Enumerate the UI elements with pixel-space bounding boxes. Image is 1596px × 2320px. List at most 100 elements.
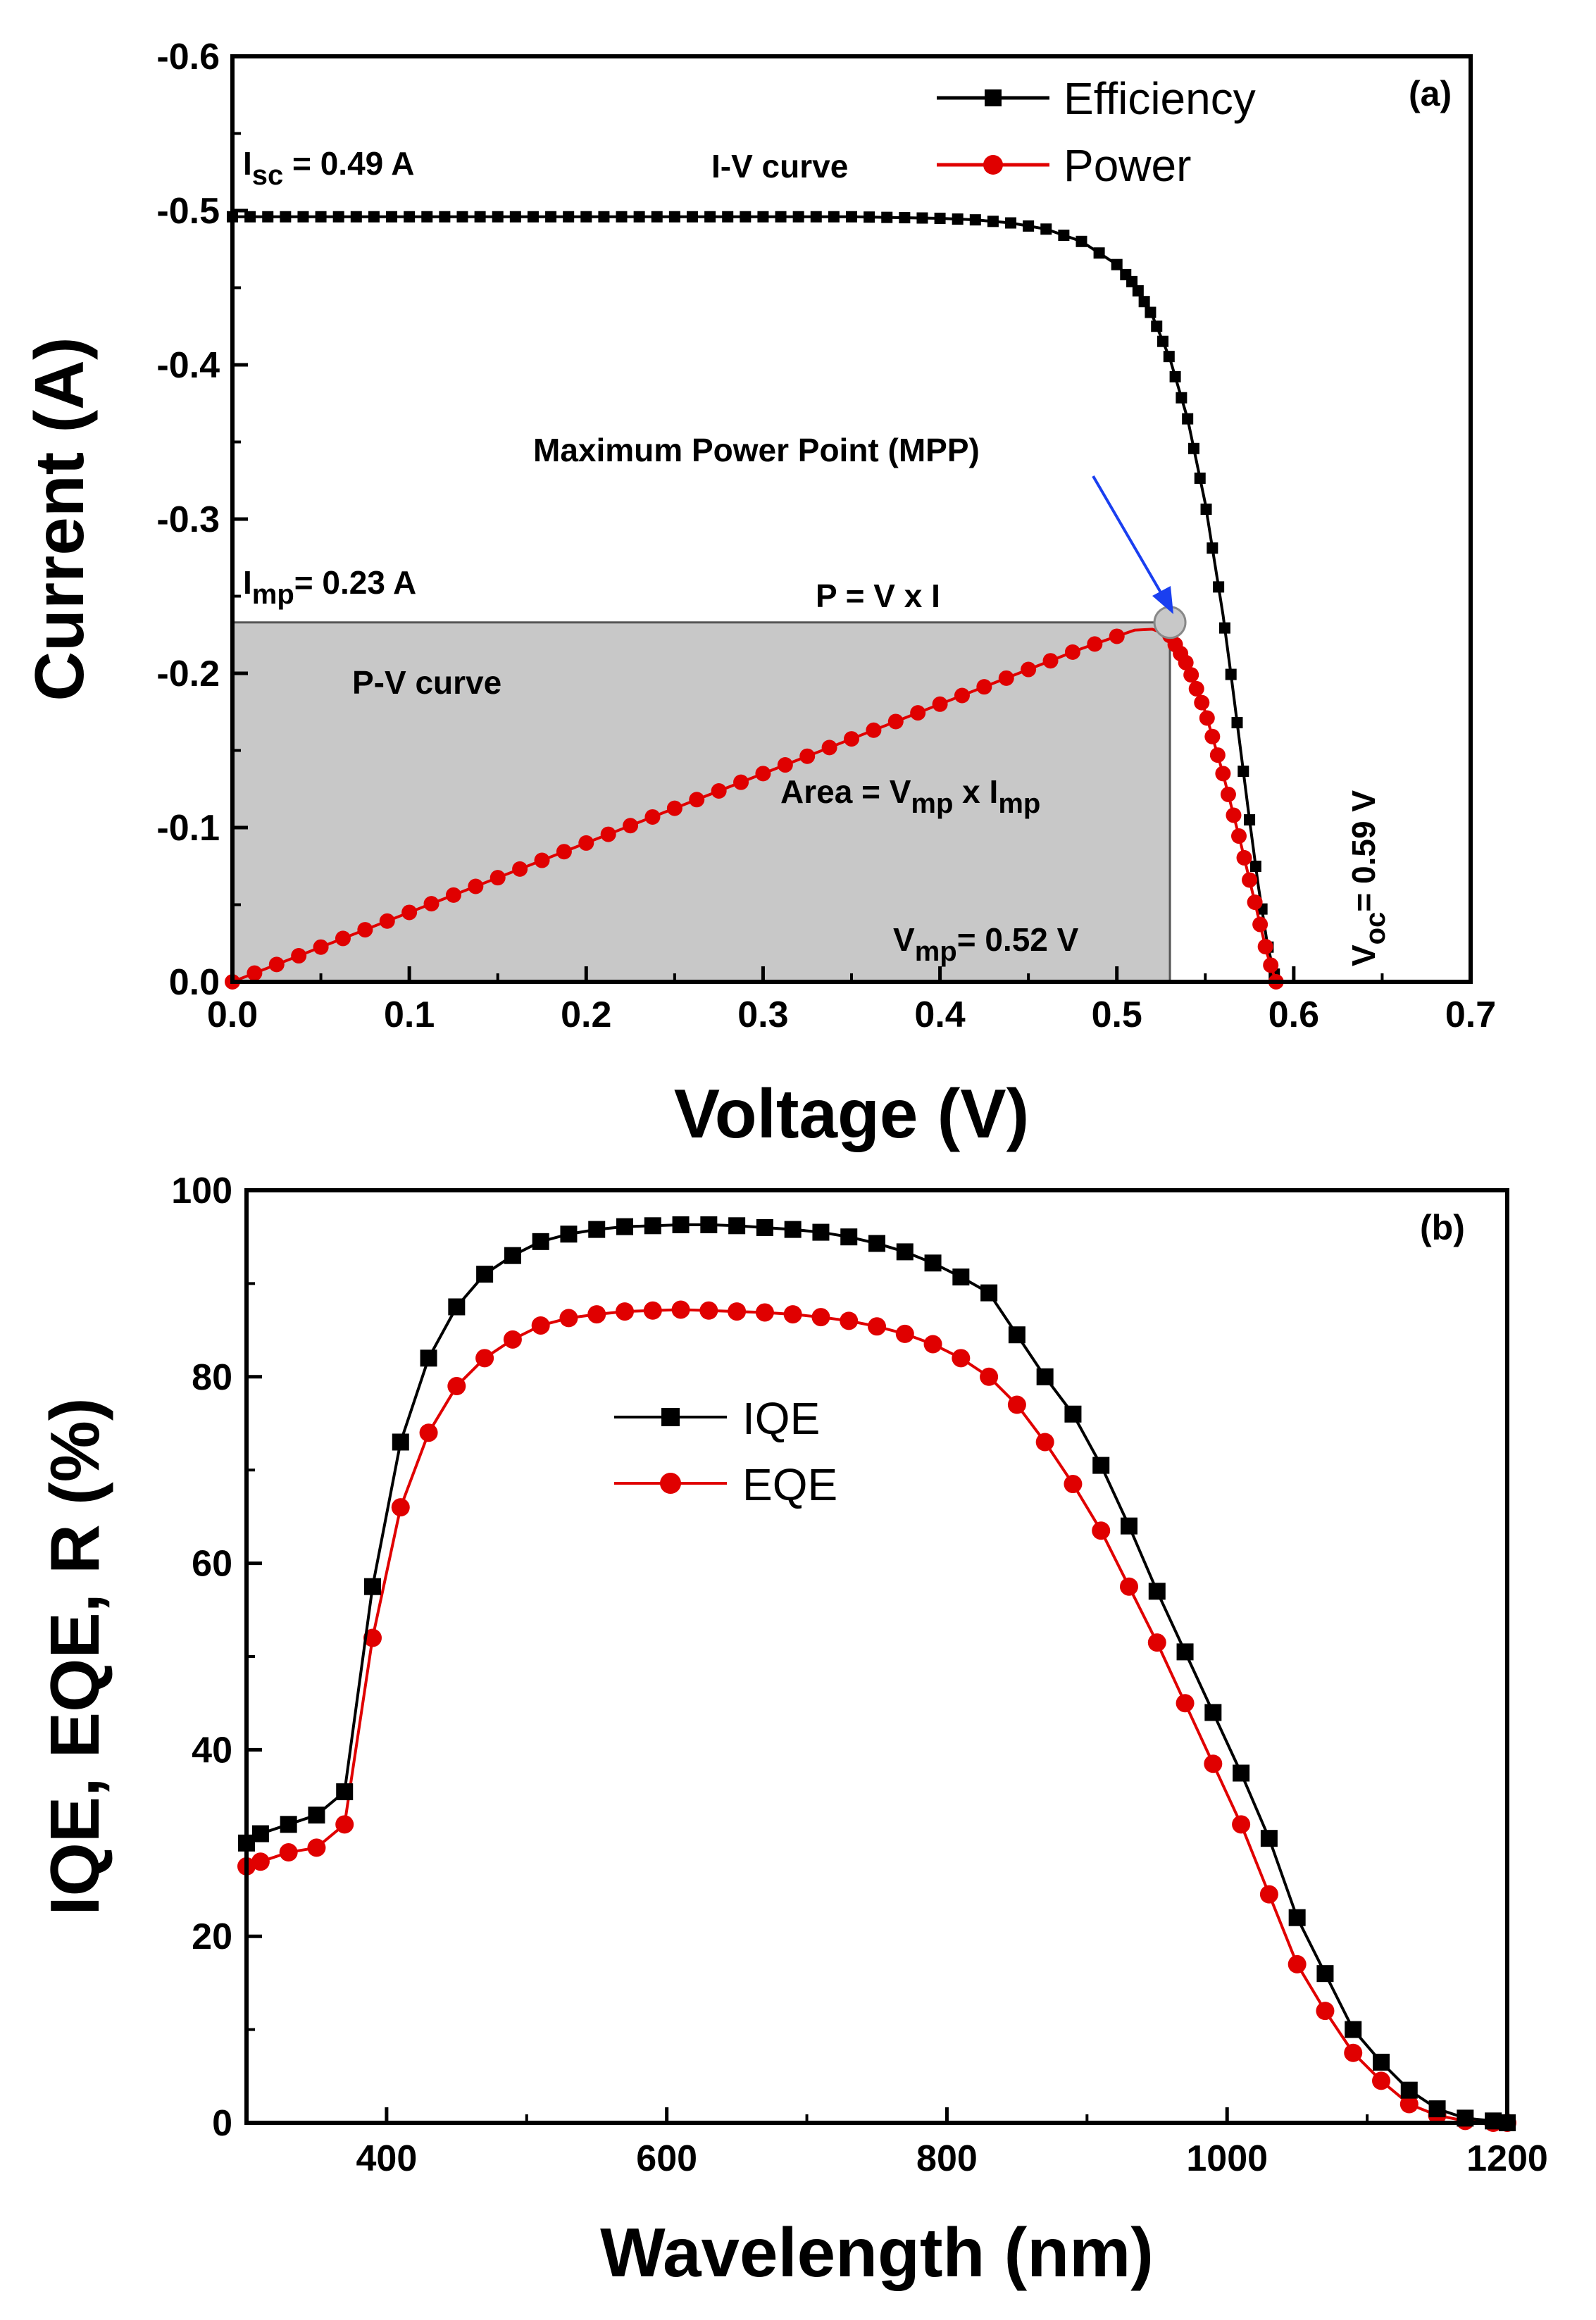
vmp-subscript: mp [915, 936, 957, 967]
pv-curve-marker [534, 852, 550, 868]
eqe-marker [1176, 1694, 1195, 1713]
iqe-marker [532, 1233, 549, 1250]
eqe-marker [1120, 1577, 1138, 1596]
x-tick-label: 1200 [1466, 2138, 1548, 2179]
iqe-marker [560, 1226, 578, 1243]
eqe-marker [1232, 1815, 1251, 1834]
pv-curve-marker [1178, 654, 1194, 671]
iv-curve-marker [527, 211, 539, 223]
pv-curve-marker [512, 861, 528, 877]
iqe-marker [392, 1433, 409, 1451]
vmp-annotation: Vmp= 0.52 V [893, 921, 1079, 967]
iqe-marker [1008, 1326, 1025, 1344]
y-tick-label: 0 [212, 2103, 232, 2144]
eqe-marker [279, 1843, 298, 1862]
pv-curve-marker [821, 740, 837, 756]
pv-curve-marker [998, 670, 1014, 686]
pv-curve-label: P-V curve [352, 664, 501, 701]
iqe-marker [420, 1349, 437, 1367]
iv-curve-marker [1111, 258, 1123, 270]
area-prefix: Area = V [780, 773, 911, 810]
iv-curve-marker [1244, 814, 1256, 826]
iqe-marker [1148, 1583, 1166, 1600]
iqe-marker [1260, 1830, 1278, 1847]
iv-curve-marker [545, 211, 557, 223]
y-tick-label: 40 [192, 1730, 232, 1771]
iqe-marker [1288, 1909, 1306, 1926]
eqe-marker [671, 1300, 690, 1319]
pv-curve-marker [1064, 644, 1080, 660]
legend-eqe-marker [660, 1473, 681, 1494]
iv-curve-marker [828, 211, 840, 223]
pv-curve-marker [600, 826, 616, 842]
pv-curve-marker [689, 792, 705, 808]
iv-curve-marker [332, 211, 344, 223]
iv-curve-marker [404, 211, 416, 223]
iv-curve-marker [1218, 622, 1230, 634]
mpp-point [1153, 606, 1187, 640]
iv-curve-marker [421, 211, 433, 223]
pv-curve-marker [866, 722, 882, 738]
x-tick-label: 0.1 [384, 994, 435, 1035]
eqe-marker [251, 1852, 270, 1871]
eqe-marker [307, 1838, 326, 1857]
y-tick-label: -0.4 [156, 345, 220, 386]
panel-a-plot-frame [230, 54, 1473, 984]
iv-curve-marker [1213, 581, 1225, 593]
mpp-arrow-head [1152, 586, 1173, 614]
iqe-marker [336, 1783, 354, 1800]
panel-a-x-axis-title: Voltage (V) [674, 1075, 1030, 1152]
iqe-marker [700, 1216, 718, 1233]
legend-power-marker [983, 155, 1003, 175]
eqe-marker [559, 1309, 578, 1328]
iqe-marker [952, 1268, 970, 1286]
vmp-main: V [893, 921, 915, 958]
iqe-marker [364, 1578, 381, 1595]
y-tick-label: 100 [171, 1171, 232, 1211]
iv-curve-marker [1040, 223, 1052, 235]
eqe-marker [1399, 2095, 1419, 2114]
x-tick-label: 0.5 [1092, 994, 1142, 1035]
pv-curve-marker [1263, 957, 1279, 973]
pv-curve-marker [1087, 636, 1103, 652]
iqe-marker [1233, 1764, 1250, 1782]
pv-curve-marker [711, 782, 727, 799]
eqe-marker [811, 1308, 830, 1327]
eqe-marker [755, 1303, 774, 1322]
iv-curve-marker [1076, 235, 1087, 247]
iqe-marker [980, 1284, 998, 1302]
iqe-marker [251, 1825, 269, 1842]
pv-curve-marker [291, 948, 307, 964]
eqe-marker [335, 1815, 354, 1834]
eqe-marker [952, 1349, 971, 1368]
pv-curve-marker [1194, 694, 1210, 711]
pv-curve-marker [1109, 628, 1125, 644]
iqe-marker [1176, 1643, 1194, 1661]
pv-curve-marker [910, 705, 926, 721]
panel-b-legend: IQE EQE [614, 1393, 837, 1510]
mpp-label: Maximum Power Point (MPP) [533, 432, 980, 468]
iv-curve-marker [1194, 472, 1206, 484]
iv-curve-marker [297, 211, 309, 223]
eqe-marker [980, 1367, 999, 1386]
imp-subscript: mp [252, 579, 294, 610]
eqe-marker [1204, 1754, 1223, 1773]
pv-curve-marker [335, 930, 351, 947]
panel-a-y-axis-title: Current (A) [20, 337, 98, 701]
iv-curve-marker [934, 212, 946, 224]
iv-curve-marker [1005, 217, 1017, 229]
iqe-marker [1373, 2053, 1390, 2071]
pv-curve-marker [623, 818, 639, 834]
panel-b-x-axis-title: Wavelength (nm) [600, 2214, 1154, 2291]
pv-curve-marker [1252, 916, 1268, 933]
legend-power-label: Power [1064, 140, 1191, 191]
pv-curve-marker [954, 687, 970, 704]
voc-main: V [1345, 944, 1382, 966]
pv-curve-marker [247, 965, 263, 981]
legend-efficiency-marker [985, 89, 1002, 106]
vmp-value: = 0.52 V [957, 921, 1079, 958]
legend-iqe-marker [661, 1408, 680, 1426]
x-tick-label: 600 [636, 2138, 697, 2179]
imp-main: I [243, 564, 252, 601]
pv-curve-marker [932, 696, 948, 712]
